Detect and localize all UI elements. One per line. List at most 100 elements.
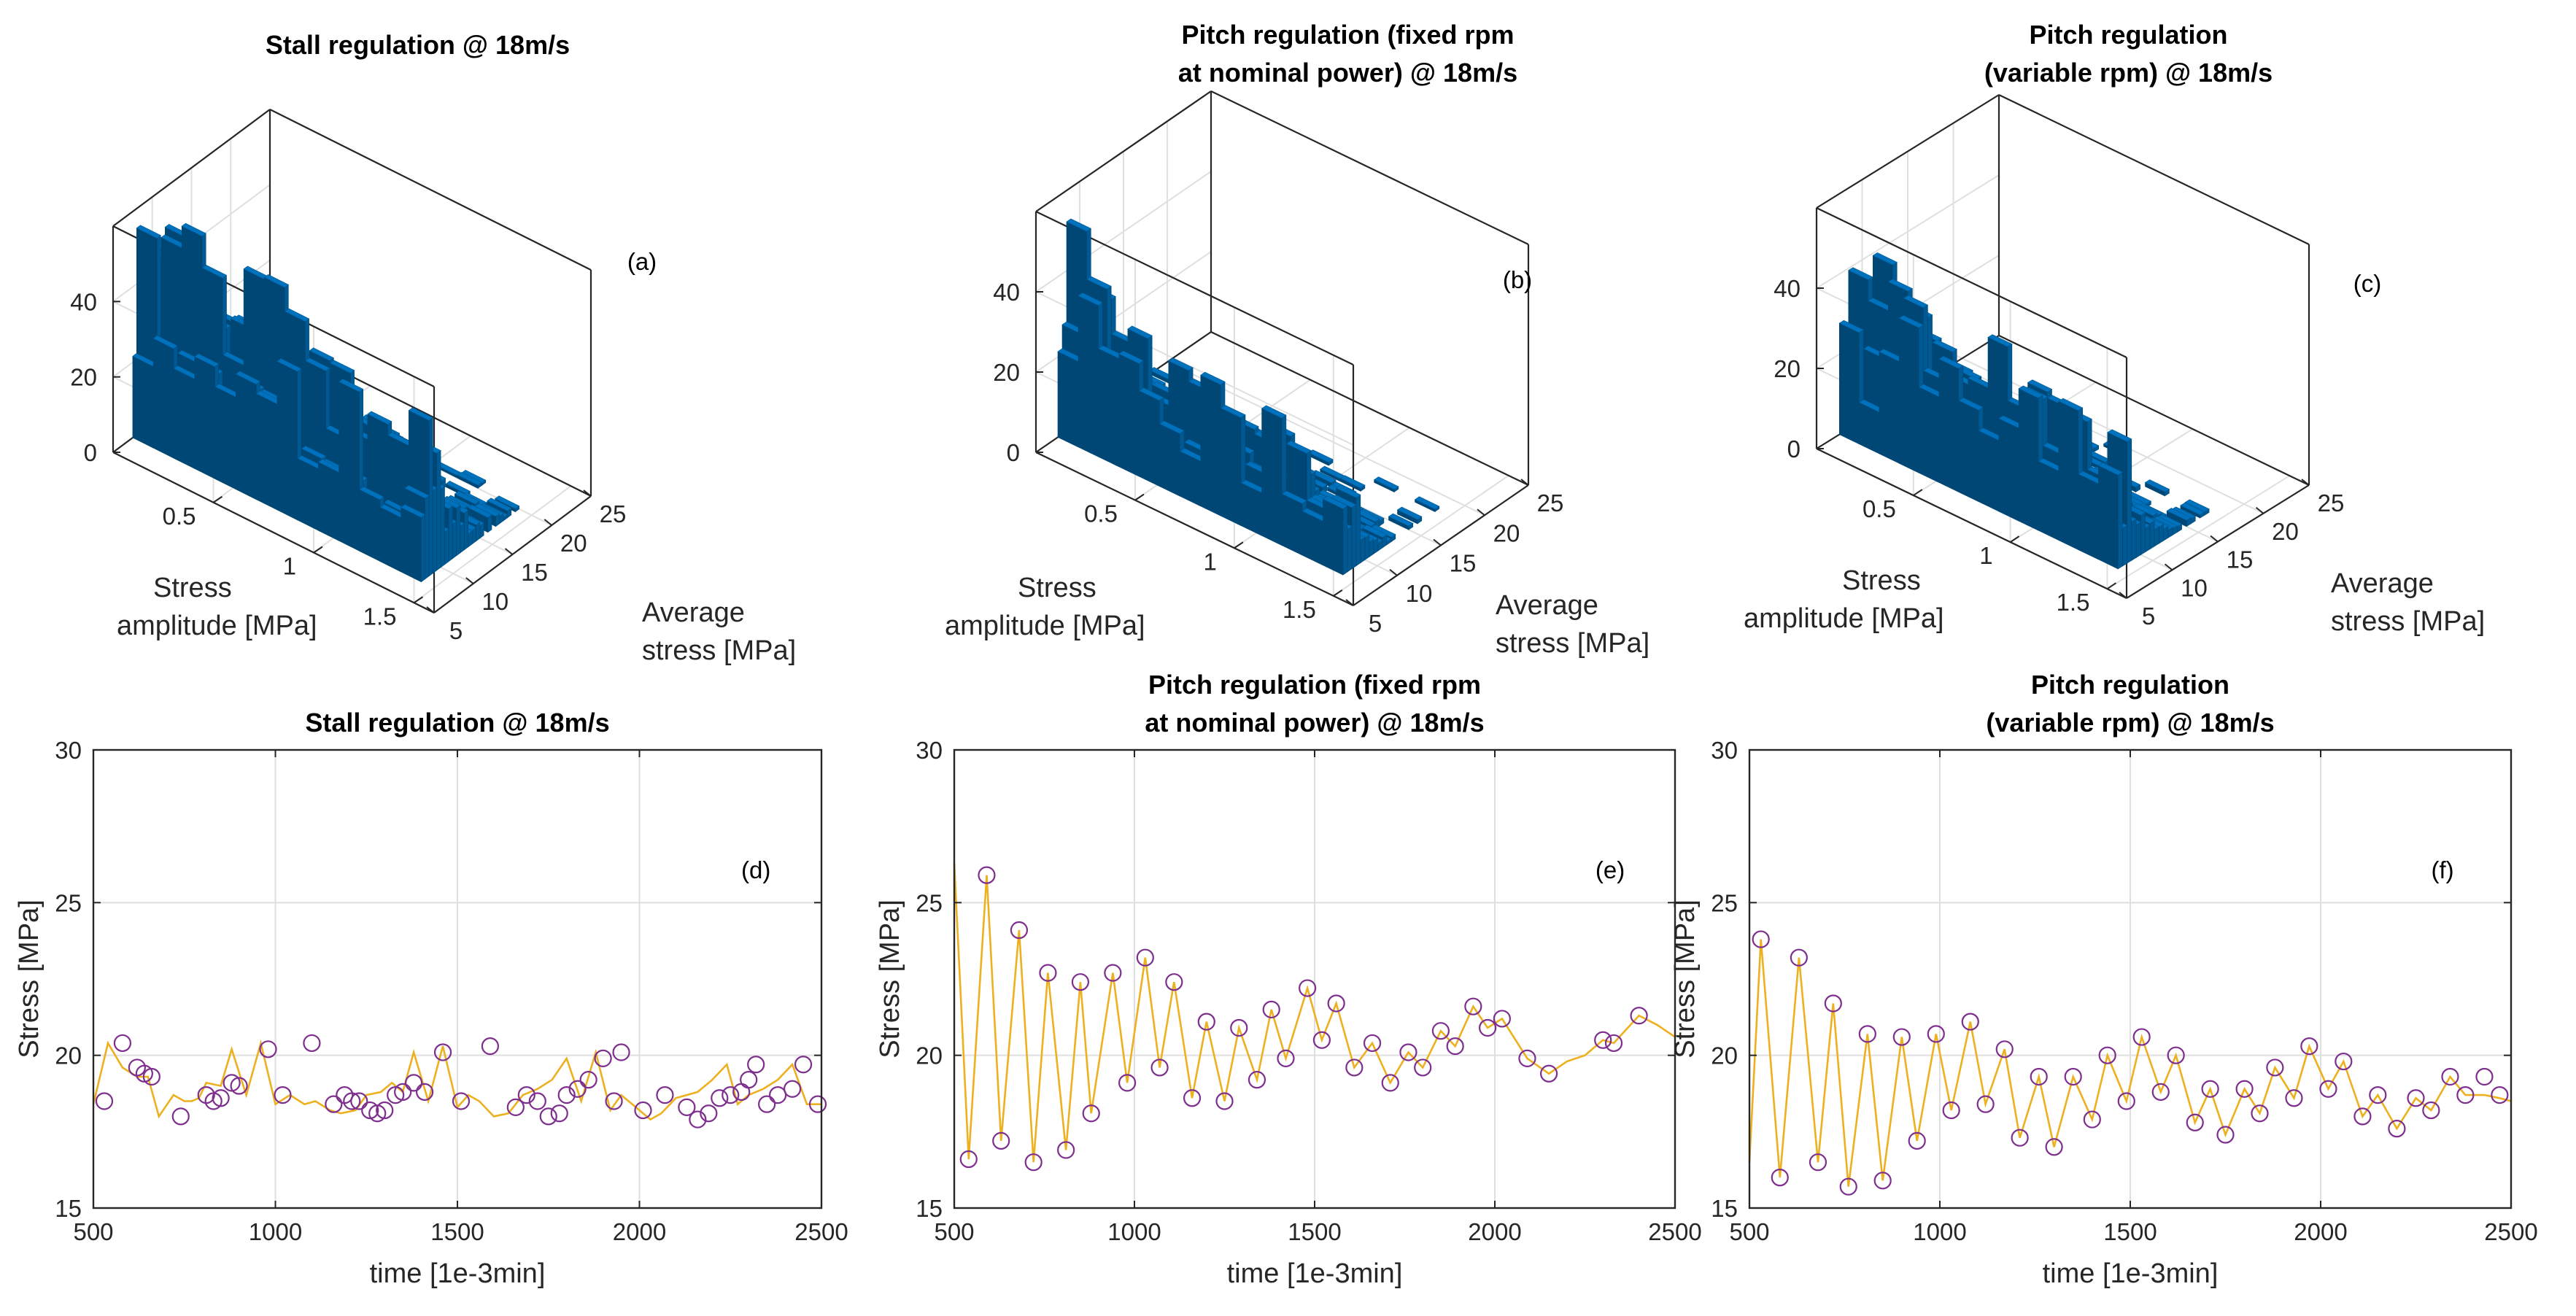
x-tick-label: 0.5 bbox=[163, 503, 196, 530]
y-tick bbox=[544, 519, 552, 526]
histogram-bar bbox=[457, 472, 482, 489]
peak-marker bbox=[2251, 1104, 2269, 1123]
y-tick-label: 30 bbox=[1711, 737, 1738, 764]
peak-marker bbox=[1594, 1031, 1612, 1049]
y-axis-label: Average bbox=[1496, 590, 1598, 621]
peak-marker bbox=[2266, 1058, 2284, 1077]
x-axis-label: amplitude [MPa] bbox=[945, 611, 1145, 641]
peak-marker bbox=[481, 1037, 500, 1056]
peak-marker bbox=[325, 1095, 343, 1113]
y-tick-label: 5 bbox=[2142, 603, 2155, 630]
peak-marker bbox=[1414, 1058, 1432, 1077]
peak-marker bbox=[1248, 1071, 1266, 1089]
peak-marker bbox=[415, 1083, 434, 1102]
panel-f-line-chart: 500 1000 1500 2000 2500 15 20 25 30 time [1e-3min… bbox=[1670, 670, 2538, 1289]
peak-marker bbox=[350, 1092, 368, 1110]
x-tick-label: 500 bbox=[73, 1218, 113, 1245]
axes-box-edge bbox=[1210, 90, 1529, 245]
peak-marker bbox=[1771, 1169, 1789, 1187]
peak-marker bbox=[2335, 1052, 2353, 1071]
y-tick-label: 25 bbox=[916, 889, 943, 916]
x-tick-label: 500 bbox=[1729, 1218, 1769, 1245]
peak-marker bbox=[1363, 1034, 1382, 1053]
x-tick-label: 0.5 bbox=[1863, 495, 1896, 522]
x-tick bbox=[413, 596, 424, 604]
x-axis-label: time [1e-3min] bbox=[2043, 1258, 2219, 1289]
peak-marker bbox=[1345, 1058, 1364, 1077]
y-axis-label: Stress [MPa] bbox=[14, 899, 45, 1058]
peak-marker bbox=[656, 1085, 674, 1104]
histogram-bar bbox=[1340, 475, 1366, 492]
peak-marker bbox=[1136, 948, 1154, 967]
x-axis-label: amplitude [MPa] bbox=[117, 611, 317, 641]
peak-marker bbox=[2475, 1067, 2494, 1086]
x-axis-label: time [1e-3min] bbox=[1227, 1258, 1403, 1289]
peak-marker bbox=[1942, 1101, 1960, 1120]
chart-title: Pitch regulation (fixed rpm bbox=[1148, 670, 1481, 700]
peak-marker bbox=[1995, 1040, 2014, 1058]
peak-marker bbox=[959, 1150, 978, 1169]
x-tick bbox=[2106, 582, 2116, 590]
histogram-bar bbox=[487, 498, 512, 519]
peak-marker bbox=[1039, 964, 1057, 982]
peak-marker bbox=[113, 1034, 132, 1053]
peak-marker bbox=[1976, 1095, 1995, 1113]
peak-marker bbox=[2083, 1110, 2101, 1129]
axes-box-edge bbox=[1816, 94, 2000, 209]
chart-title: Pitch regulation bbox=[2031, 670, 2229, 700]
peak-marker bbox=[2319, 1080, 2337, 1098]
x-tick-label: 2500 bbox=[1648, 1218, 1701, 1245]
axes-box-edge bbox=[1035, 90, 1212, 212]
z-tick-label: 0 bbox=[84, 439, 97, 466]
histogram-bar bbox=[1396, 506, 1423, 525]
y-tick bbox=[1433, 538, 1442, 546]
stress-series-line bbox=[92, 1039, 821, 1121]
chart-title: at nominal power) @ 18m/s bbox=[1178, 58, 1517, 88]
y-tick-label: 20 bbox=[55, 1042, 82, 1069]
y-tick bbox=[1477, 508, 1485, 516]
panel-annotation: (e) bbox=[1596, 856, 1625, 883]
histogram-bar bbox=[401, 504, 426, 583]
peak-marker bbox=[1312, 1031, 1331, 1049]
peak-marker bbox=[1824, 994, 1842, 1013]
y-tick bbox=[426, 606, 435, 614]
y-axis-label: Stress [MPa] bbox=[1670, 899, 1701, 1058]
chart-title: at nominal power) @ 18m/s bbox=[1145, 708, 1484, 738]
y-tick-label: 30 bbox=[55, 737, 82, 764]
peak-marker bbox=[2186, 1113, 2204, 1131]
x-tick-label: 2000 bbox=[1468, 1218, 1521, 1245]
y-tick bbox=[1520, 479, 1529, 486]
peak-marker bbox=[142, 1067, 160, 1086]
floor-gridline bbox=[413, 485, 572, 604]
histogram-bar bbox=[1374, 476, 1399, 493]
peak-marker bbox=[2353, 1107, 2372, 1126]
peak-marker bbox=[376, 1101, 394, 1120]
peak-marker bbox=[1071, 973, 1090, 991]
peak-marker bbox=[605, 1092, 623, 1110]
y-tick bbox=[2255, 506, 2264, 514]
axes-box-edge bbox=[1998, 94, 2310, 245]
peak-marker bbox=[740, 1071, 758, 1089]
peak-marker bbox=[2045, 1138, 2063, 1156]
peak-marker bbox=[2235, 1080, 2254, 1098]
z-tick-label: 40 bbox=[70, 288, 97, 315]
histogram-bar bbox=[2144, 479, 2170, 497]
peak-marker bbox=[594, 1049, 612, 1067]
x-tick-label: 1.5 bbox=[363, 603, 397, 630]
y-axis-label: stress [MPa] bbox=[642, 635, 796, 666]
peak-marker bbox=[2030, 1067, 2048, 1086]
peak-marker bbox=[1809, 1153, 1827, 1172]
peak-marker bbox=[452, 1092, 471, 1110]
chart-title: Pitch regulation (fixed rpm bbox=[1181, 20, 1514, 50]
histogram-bar bbox=[1322, 495, 1348, 576]
y-tick-label: 15 bbox=[55, 1195, 82, 1222]
peak-marker bbox=[2201, 1080, 2219, 1098]
x-tick bbox=[1234, 541, 1244, 549]
y-tick-label: 15 bbox=[1711, 1195, 1738, 1222]
panel-d-line-chart: 500 1000 1500 2000 2500 15 20 25 30 time [1e-3min… bbox=[14, 708, 848, 1289]
peak-marker bbox=[2388, 1120, 2406, 1138]
peak-marker bbox=[2422, 1101, 2440, 1120]
histogram-bar bbox=[1261, 405, 1287, 546]
y-tick-label: 15 bbox=[521, 559, 548, 586]
peak-marker bbox=[579, 1071, 597, 1089]
